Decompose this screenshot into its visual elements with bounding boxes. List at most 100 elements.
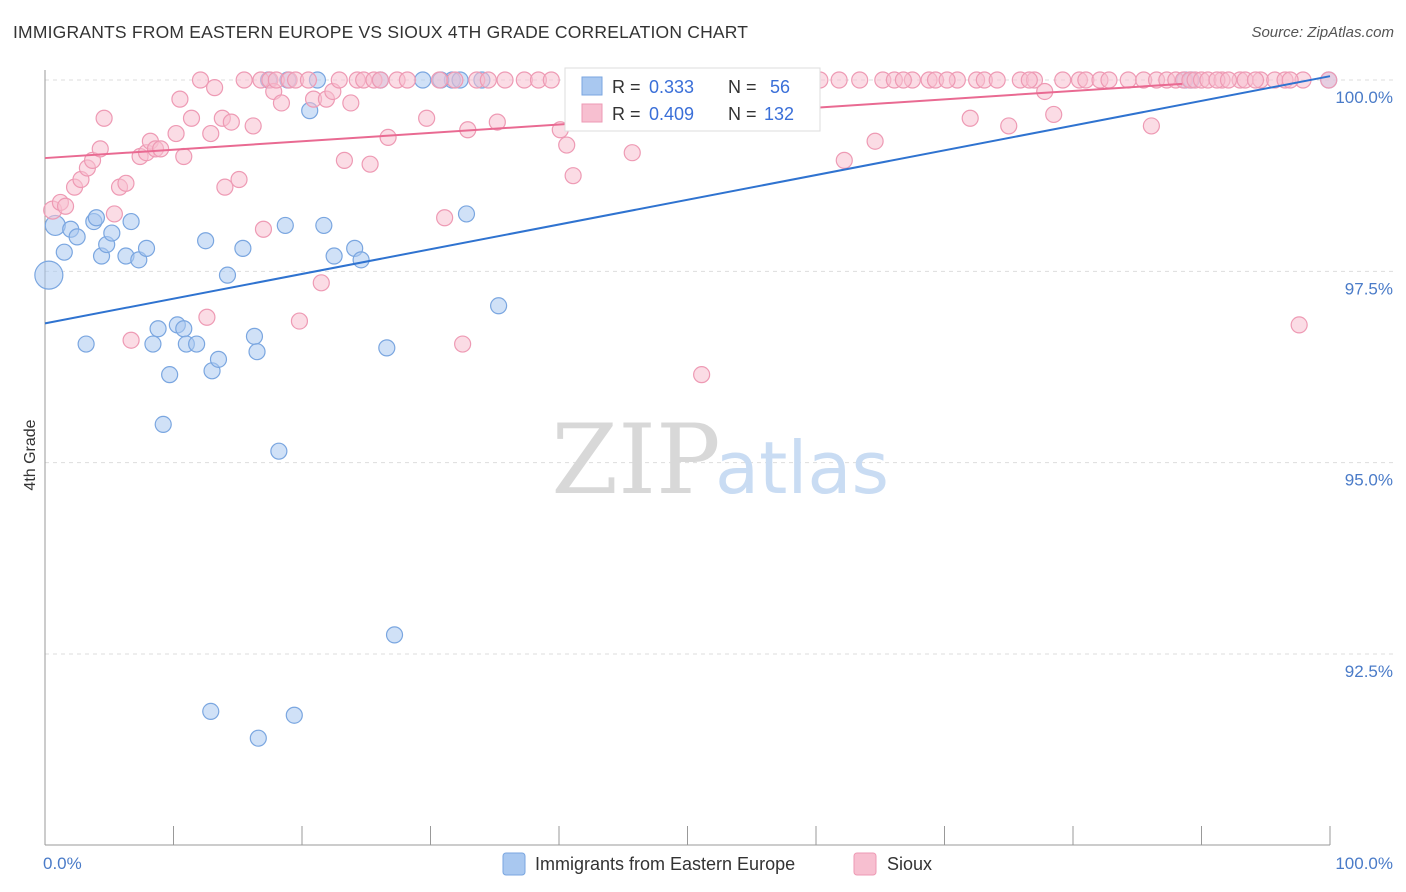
legend-r-value-2: 0.409	[649, 104, 694, 124]
point-immigrants	[188, 335, 206, 353]
point-immigrants	[149, 320, 167, 338]
point-sioux	[105, 205, 123, 223]
point-sioux	[436, 209, 454, 227]
point-immigrants	[87, 209, 106, 227]
series-legend: Immigrants from Eastern Europe Sioux	[502, 852, 932, 876]
point-immigrants	[197, 232, 215, 250]
point-sioux	[312, 274, 330, 292]
watermark-atlas: atlas	[715, 426, 889, 510]
point-immigrants	[248, 343, 266, 361]
point-immigrants	[137, 239, 156, 257]
point-immigrants	[385, 626, 404, 644]
point-immigrants	[154, 415, 172, 433]
point-immigrants	[378, 339, 396, 357]
trend-line-immigrants	[44, 75, 1331, 325]
point-immigrants	[161, 366, 179, 384]
point-immigrants	[122, 212, 140, 231]
point-sioux	[1246, 71, 1265, 89]
point-sioux	[961, 109, 979, 127]
point-sioux	[418, 109, 436, 127]
legend-n-label-1: N =	[728, 77, 757, 97]
point-sioux	[1320, 71, 1338, 89]
point-immigrants	[77, 335, 95, 353]
point-sioux	[454, 335, 472, 353]
stats-legend: R = 0.333 N = 56 R = 0.409 N = 132	[564, 67, 821, 132]
legend-blue-swatch	[581, 76, 603, 96]
point-sioux	[91, 140, 109, 158]
point-sioux	[290, 312, 309, 330]
point-sioux	[230, 170, 248, 189]
legend-pink-swatch	[581, 103, 603, 123]
source-label: Source: ZipAtlas.com	[1251, 24, 1394, 41]
point-immigrants	[234, 239, 252, 257]
point-immigrants	[457, 205, 476, 223]
point-sioux	[1054, 71, 1072, 89]
point-sioux	[299, 71, 318, 89]
point-sioux	[330, 71, 348, 89]
point-immigrants	[285, 706, 303, 724]
point-immigrants	[245, 327, 264, 345]
point-sioux	[558, 136, 576, 154]
point-immigrants	[144, 335, 162, 353]
bottom-legend-sioux: Sioux	[887, 854, 932, 874]
point-immigrants	[55, 243, 73, 261]
y-tick-label: 100.0%	[1335, 88, 1393, 107]
point-sioux	[479, 71, 497, 89]
x-tick-labels: 0.0% 100.0%	[43, 854, 1393, 873]
point-sioux	[623, 144, 641, 162]
y-tick-label: 97.5%	[1345, 279, 1393, 298]
y-tick-label: 95.0%	[1345, 471, 1393, 490]
point-sioux	[182, 109, 201, 127]
point-sioux	[488, 113, 506, 131]
point-immigrants	[202, 702, 220, 721]
point-sioux	[198, 308, 216, 326]
point-sioux	[206, 79, 224, 97]
point-sioux	[335, 151, 354, 169]
point-immigrants	[209, 350, 228, 368]
point-sioux	[216, 178, 234, 196]
point-immigrants	[175, 320, 193, 338]
point-sioux	[564, 167, 582, 185]
point-sioux	[122, 331, 140, 349]
bottom-legend-pink-swatch	[853, 852, 877, 876]
point-sioux	[235, 71, 253, 89]
point-sioux	[1020, 71, 1038, 89]
point-immigrants	[249, 729, 267, 747]
point-sioux	[398, 71, 416, 89]
point-sioux	[1045, 105, 1063, 124]
point-sioux	[446, 71, 464, 89]
point-sioux	[117, 174, 135, 192]
point-sioux	[254, 220, 273, 238]
point-sioux	[222, 113, 240, 131]
x-tick-label-end: 100.0%	[1335, 854, 1393, 873]
point-sioux	[202, 124, 220, 143]
point-sioux	[430, 71, 449, 89]
x-tick-label-start: 0.0%	[43, 854, 82, 873]
legend-n-label-2: N =	[728, 104, 757, 124]
point-immigrants	[270, 442, 288, 460]
point-immigrants	[352, 251, 370, 269]
point-immigrants	[103, 224, 121, 242]
grid-lines	[45, 79, 1395, 655]
point-immigrants	[490, 297, 508, 315]
point-sioux	[191, 71, 210, 89]
point-sioux	[830, 71, 848, 89]
point-sioux	[1119, 71, 1137, 89]
point-sioux	[361, 155, 379, 173]
legend-n-value-2: 132	[764, 104, 794, 124]
point-immigrants	[325, 247, 343, 265]
point-sioux	[342, 94, 360, 112]
axes	[44, 70, 1331, 846]
y-tick-labels: 92.5% 95.0% 97.5% 100.0%	[1335, 88, 1393, 681]
point-immigrants	[276, 216, 294, 235]
point-sioux	[95, 109, 113, 127]
point-sioux	[1000, 117, 1018, 135]
point-immigrants	[218, 266, 237, 284]
point-sioux	[167, 124, 185, 143]
point-sioux	[379, 128, 397, 146]
point-sioux	[542, 71, 560, 89]
watermark: ZIP atlas	[551, 404, 889, 516]
point-sioux	[1219, 71, 1238, 89]
point-sioux	[56, 197, 75, 215]
